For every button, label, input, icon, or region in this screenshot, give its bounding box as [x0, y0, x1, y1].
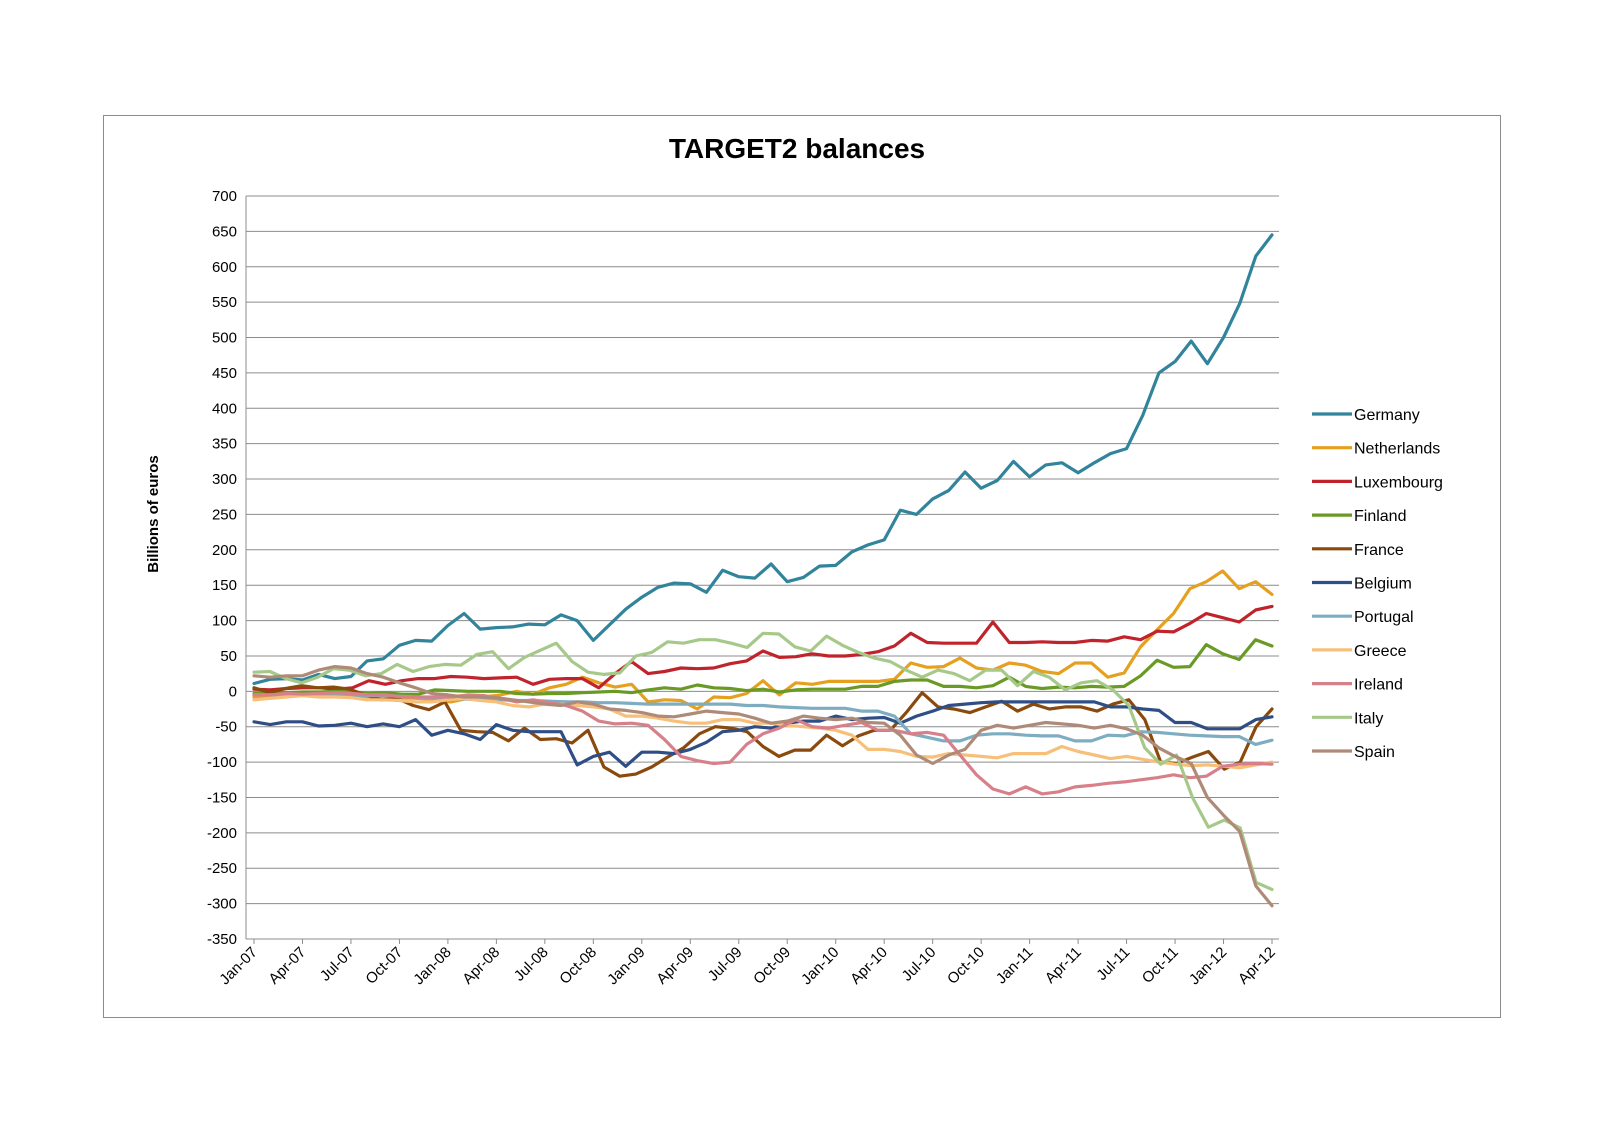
y-axis-label: Billions of euros: [145, 455, 162, 573]
x-tick-label: Jan-10: [798, 944, 842, 988]
y-tick-label: 150: [212, 577, 237, 594]
y-tick-label: -250: [207, 860, 237, 877]
chart-frame: TARGET2 balances Billions of euros 700 65…: [103, 115, 1501, 1018]
legend-label-italy: Italy: [1354, 710, 1383, 727]
x-tick-label: Jul-11: [1093, 944, 1133, 984]
y-tick-label: -200: [207, 825, 237, 842]
y-tick-label: 500: [212, 330, 237, 347]
series-line-italy: [252, 631, 1274, 892]
axes: [245, 196, 1279, 940]
y-tick-label: 200: [212, 542, 237, 559]
series-line-finland: [252, 638, 1274, 696]
series-line-belgium: [252, 700, 1274, 768]
x-tick-label: Oct-07: [362, 944, 406, 988]
y-tick-label: 600: [212, 259, 237, 276]
y-tick-label: 50: [220, 648, 237, 665]
series-line-luxembourg: [252, 604, 1274, 692]
x-tick-label: Apr-12: [1235, 944, 1279, 988]
y-tick-labels: 7006506005505004504003503002502001501005…: [207, 188, 237, 948]
y-tick-label: 350: [212, 436, 237, 453]
legend-label-finland: Finland: [1354, 508, 1406, 525]
legend: Germany Netherlands Luxembourg Finland Franc…: [1312, 407, 1443, 761]
y-tick-label: -50: [215, 719, 237, 736]
legend-label-germany: Germany: [1354, 407, 1420, 424]
legend-label-spain: Spain: [1354, 744, 1395, 761]
x-tick-label: Apr-11: [1042, 944, 1085, 987]
y-tick-label: 250: [212, 506, 237, 523]
y-tick-label: 100: [212, 613, 237, 630]
y-tick-label: -100: [207, 754, 237, 771]
x-tick-label: Jul-08: [511, 944, 552, 985]
x-tick-label: Jul-07: [317, 944, 358, 985]
x-tick-label: Jan-09: [604, 944, 648, 988]
chart-svg: TARGET2 balances Billions of euros 700 65…: [145, 133, 1443, 988]
x-tick-label: Jul-10: [899, 944, 940, 985]
x-tick-label: Apr-07: [265, 944, 309, 988]
series-line-france: [252, 684, 1274, 778]
legend-label-luxembourg: Luxembourg: [1354, 474, 1443, 491]
series-line-greece: [252, 693, 1274, 770]
x-tick-label: Oct-11: [1139, 944, 1182, 987]
series-line-germany: [252, 233, 1274, 686]
y-tick-label: 0: [229, 683, 237, 700]
series-lines: [252, 233, 1274, 908]
series-line-spain: [252, 664, 1274, 908]
y-tick-label: 550: [212, 294, 237, 311]
x-tick-label: Apr-09: [653, 944, 697, 988]
x-tick-label: Apr-10: [847, 944, 891, 988]
x-tick-label: Jan-07: [216, 944, 260, 988]
legend-label-portugal: Portugal: [1354, 609, 1414, 626]
y-tick-label: 700: [212, 188, 237, 205]
y-tick-label: -150: [207, 789, 237, 806]
y-tick-label: -300: [207, 896, 237, 913]
y-tick-label: 650: [212, 223, 237, 240]
x-tick-label: Jan-08: [410, 944, 454, 988]
x-tick-labels: Jan-07 Apr-07 Jul-07 Oct-07 Jan-08 Apr-08 Jul-…: [216, 939, 1279, 988]
x-tick-label: Jan-12: [1186, 944, 1230, 988]
legend-label-greece: Greece: [1354, 643, 1407, 660]
chart-title: TARGET2 balances: [669, 133, 925, 164]
legend-label-belgium: Belgium: [1354, 576, 1412, 593]
x-tick-label: Oct-09: [750, 944, 794, 988]
legend-label-ireland: Ireland: [1354, 677, 1403, 694]
series-line-ireland: [252, 691, 1274, 796]
x-tick-label: Apr-08: [459, 944, 503, 988]
x-tick-label: Oct-08: [556, 944, 600, 988]
y-tick-label: 450: [212, 365, 237, 382]
gridlines: [246, 195, 1279, 940]
legend-label-france: France: [1354, 542, 1404, 559]
legend-label-netherlands: Netherlands: [1354, 441, 1440, 458]
x-tick-label: Oct-10: [944, 944, 988, 988]
x-tick-label: Jan-11: [993, 944, 1037, 988]
y-tick-label: -350: [207, 931, 237, 948]
y-tick-label: 400: [212, 400, 237, 417]
x-tick-label: Jul-09: [705, 944, 746, 985]
y-tick-label: 300: [212, 471, 237, 488]
